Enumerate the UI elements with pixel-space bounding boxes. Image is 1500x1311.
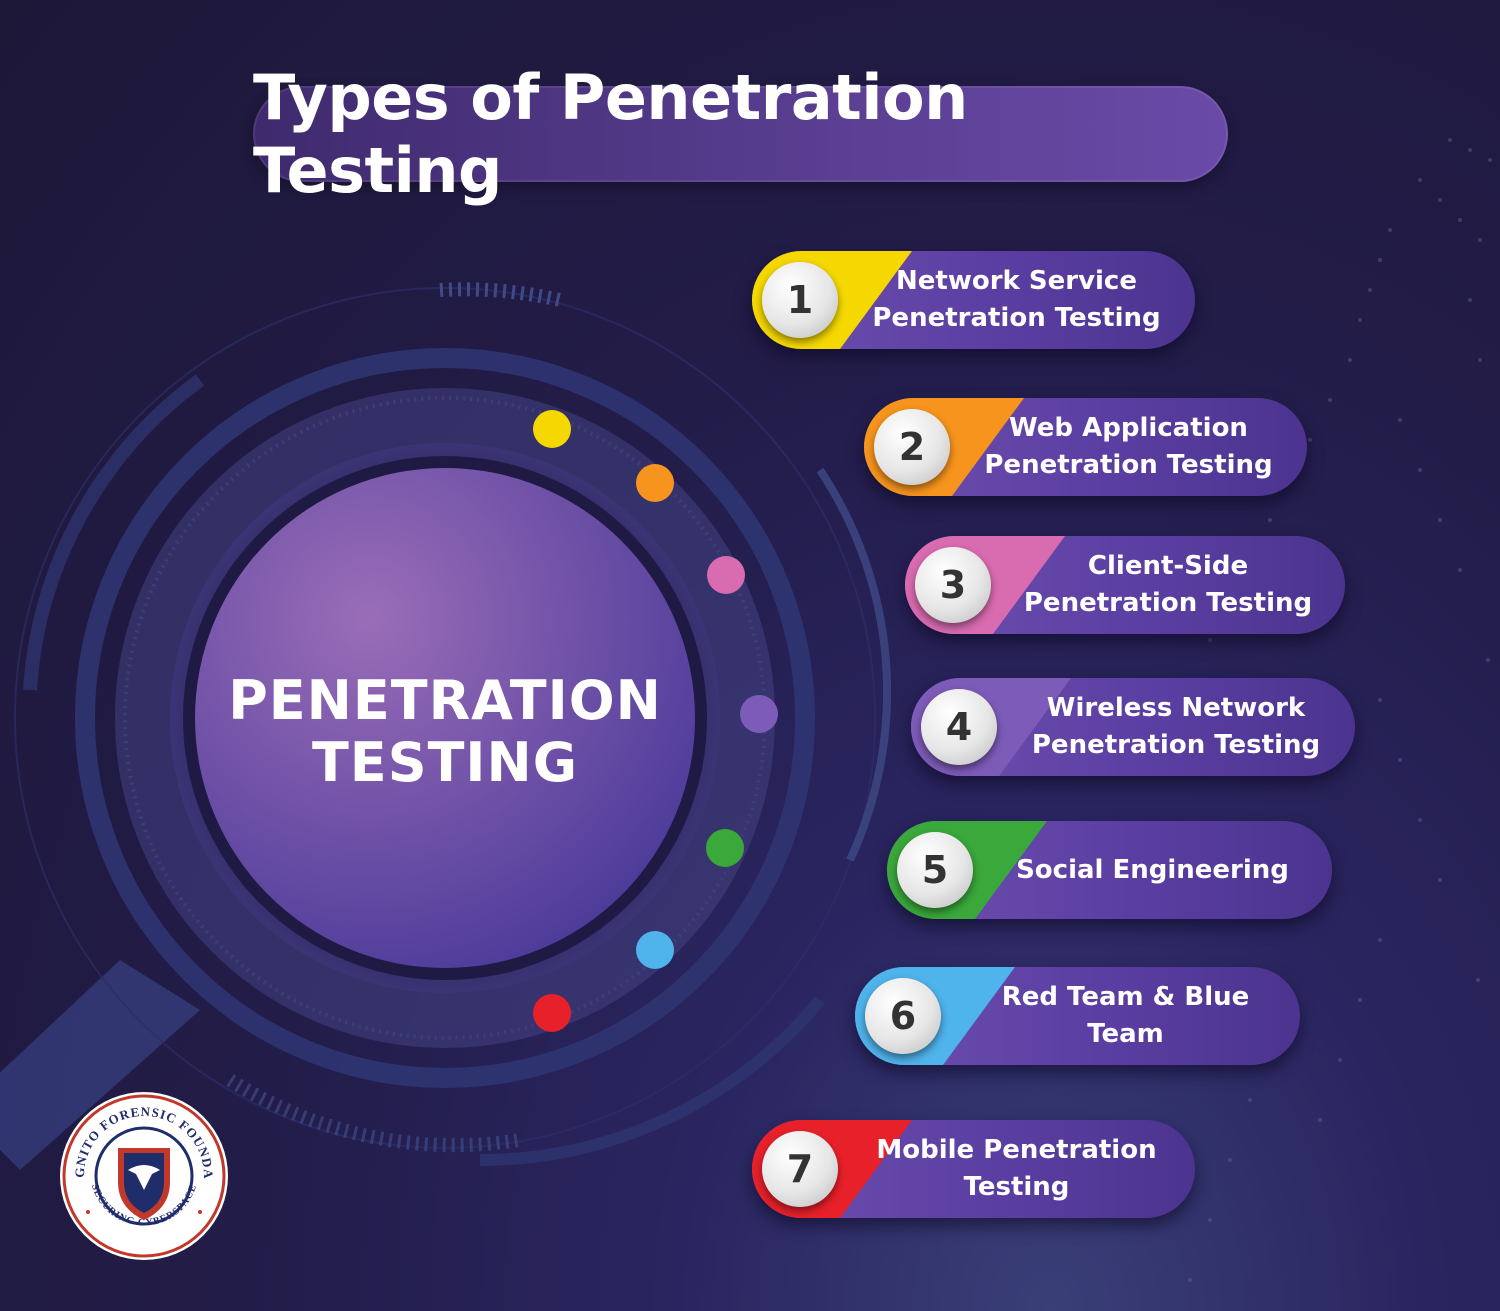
- item-label: Mobile Penetration Testing: [862, 1120, 1171, 1218]
- item-label: Client-Side Penetration Testing: [1015, 536, 1321, 634]
- item-label-line2: Testing: [963, 1172, 1070, 1202]
- item-label-line2: Penetration Testing: [872, 303, 1161, 333]
- item-label-line1: Red Team & Blue Team: [1001, 982, 1250, 1049]
- title-banner: Types of Penetration Testing: [253, 61, 1228, 207]
- item-label: Red Team & Blue Team: [965, 967, 1286, 1065]
- item-label-line1: Social Engineering: [1016, 854, 1289, 885]
- item-label-line1: Client-Side: [1087, 551, 1249, 581]
- item-number-badge: 7: [762, 1131, 838, 1207]
- ring-dot-blue: [636, 931, 674, 969]
- center-label: PENETRATION TESTING: [200, 670, 690, 794]
- type-item-2: 2 Web Application Penetration Testing: [864, 398, 1307, 496]
- item-number-badge: 6: [865, 978, 941, 1054]
- item-label-line1: Web Application: [1009, 413, 1248, 443]
- page-title: Types of Penetration Testing: [253, 61, 968, 207]
- item-number-badge: 2: [874, 409, 950, 485]
- type-item-3: 3 Client-Side Penetration Testing: [905, 536, 1345, 634]
- type-item-7: 7 Mobile Penetration Testing: [752, 1120, 1195, 1218]
- center-label-line1: PENETRATION: [228, 669, 662, 732]
- type-item-5: 5 Social Engineering: [887, 821, 1332, 919]
- item-label-line2: Penetration Testing: [984, 450, 1273, 480]
- ring-dot-orange: [636, 464, 674, 502]
- item-label-line1: Network Service: [896, 266, 1137, 296]
- type-item-6: 6 Red Team & Blue Team: [855, 967, 1300, 1065]
- item-number-badge: 3: [915, 547, 991, 623]
- eagle-icon: [128, 1165, 160, 1190]
- ring-dot-red: [533, 994, 571, 1032]
- ring-dot-yellow: [533, 410, 571, 448]
- item-label: Wireless Network Penetration Testing: [1021, 678, 1331, 776]
- item-label: Network Service Penetration Testing: [862, 251, 1171, 349]
- ring-dot-purple: [740, 695, 778, 733]
- ring-dots: [533, 410, 778, 1032]
- magnifier-handle: [0, 960, 200, 1170]
- incognito-forensic-foundation-logo: INCOGNITO FORENSIC FOUNDATION SECURING C…: [58, 1090, 228, 1260]
- item-number-badge: 4: [921, 689, 997, 765]
- item-label-line2: Penetration Testing: [1023, 588, 1313, 618]
- type-item-4: 4 Wireless Network Penetration Testing: [911, 678, 1355, 776]
- center-label-line2: TESTING: [311, 731, 579, 794]
- center-circle: [195, 468, 695, 968]
- item-label: Social Engineering: [997, 821, 1308, 919]
- item-label: Web Application Penetration Testing: [974, 398, 1283, 496]
- item-label-line1: Mobile Penetration: [876, 1135, 1157, 1165]
- type-item-1: 1 Network Service Penetration Testing: [752, 251, 1195, 349]
- item-number-badge: 5: [897, 832, 973, 908]
- item-label-line1: Wireless Network: [1046, 693, 1306, 723]
- ring-dot-pink: [707, 556, 745, 594]
- ring-dot-green: [706, 829, 744, 867]
- item-number-badge: 1: [762, 262, 838, 338]
- item-label-line2: Penetration Testing: [1031, 730, 1321, 760]
